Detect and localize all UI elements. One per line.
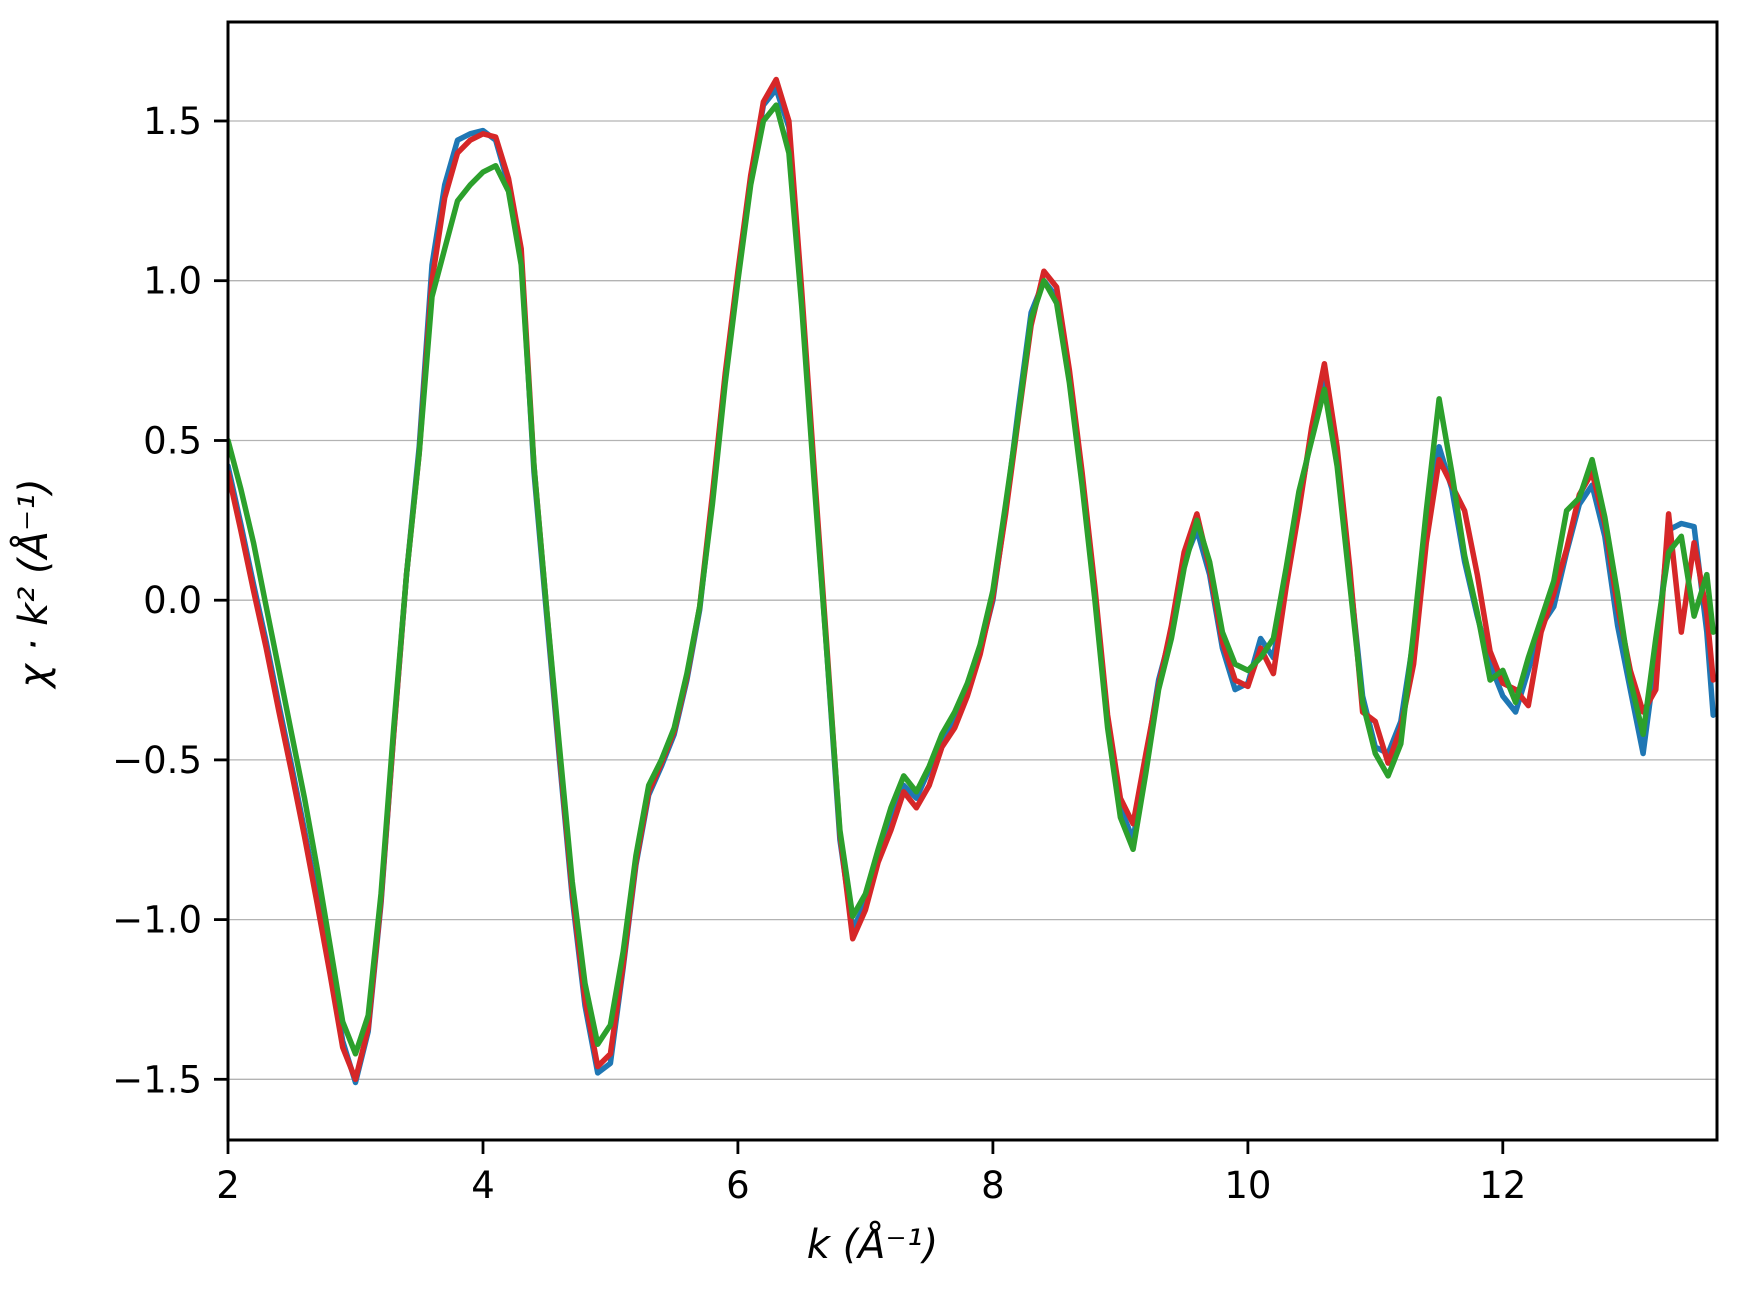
y-tick-label-0.5: 0.5 — [143, 420, 202, 463]
axes-spines — [226, 20, 1719, 1142]
y-tick-label--1.5: −1.5 — [112, 1058, 202, 1101]
y-tick-label-0: 0.0 — [143, 579, 202, 622]
curve-spectrum-blue — [228, 86, 1716, 1086]
y-tick-label--0.5: −0.5 — [112, 739, 202, 782]
y-tick-label-1: 1.0 — [143, 260, 202, 303]
x-tick-label-2: 2 — [216, 1164, 240, 1207]
x-tick-label-10: 10 — [1224, 1164, 1271, 1207]
x-tick-label-8: 8 — [981, 1164, 1005, 1207]
y-axis-label: χ · k² (Å⁻¹) — [11, 478, 57, 688]
x-axis-label: k (Å⁻¹) — [806, 1222, 939, 1268]
y-tick-label-1.5: 1.5 — [143, 100, 202, 143]
curve-spectrum-green — [228, 102, 1716, 1057]
curve-spectrum-red — [228, 76, 1716, 1083]
y-tick-label--1: −1.0 — [112, 899, 202, 942]
x-tick-label-6: 6 — [726, 1164, 750, 1207]
x-tick-label-12: 12 — [1479, 1164, 1526, 1207]
x-tick-label-4: 4 — [471, 1164, 495, 1207]
